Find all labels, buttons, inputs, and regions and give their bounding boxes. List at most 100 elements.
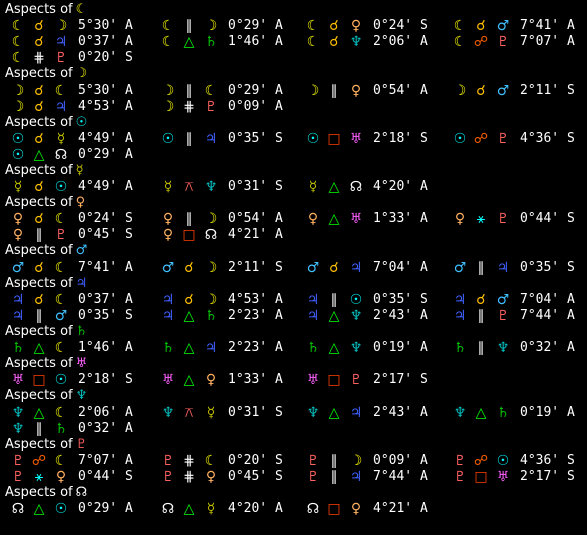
aspect-orb-value: 0°45' S (228, 469, 283, 484)
aspect-orb-value: 0°31' S (228, 179, 283, 194)
moon-icon: ☾ (161, 18, 175, 34)
aspect-orb-value: 5°30' A (78, 18, 133, 33)
moon-icon: ☽ (306, 83, 320, 99)
opposition-icon: ☍ (473, 131, 489, 147)
aspect-orb-value: 0°35' S (373, 292, 428, 307)
moon-icon: ☽ (161, 83, 175, 99)
saturn-icon: ♄ (11, 340, 25, 356)
conjunction-icon: ☌ (34, 83, 44, 99)
aspect-orb-value: 4°49' A (78, 179, 133, 194)
mars-icon: ♂ (75, 243, 88, 258)
venus-icon: ♀ (12, 211, 24, 227)
saturn-icon: ♄ (75, 324, 88, 339)
venus-icon: ♀ (307, 211, 319, 227)
aspect-orb-value: 1°33' A (228, 372, 283, 387)
parallel-icon: ∥ (477, 308, 485, 324)
aspect-orb-value: 0°45' S (78, 227, 133, 242)
parallel-icon: ∥ (330, 469, 338, 485)
jupiter-icon: ♃ (161, 292, 175, 308)
section-header-label: Aspects of (5, 324, 73, 339)
aspect-orb-value: 2°23' A (228, 308, 283, 323)
node-icon: ☊ (75, 485, 88, 500)
aspect-orb-value: 0°35' S (520, 260, 575, 275)
opposition-icon: ☍ (473, 34, 489, 50)
moon-icon: ☾ (11, 34, 25, 50)
conjunction-icon: ☌ (34, 34, 44, 50)
moon-icon: ☽ (11, 99, 25, 115)
square-icon: □ (327, 131, 341, 147)
venus-icon: ♀ (350, 18, 362, 34)
aspect-orb-value: 2°43' A (373, 308, 428, 323)
section-header-venus: Aspects of ♀ (5, 195, 85, 211)
parallel-icon: ∥ (477, 260, 485, 276)
mars-icon: ♂ (496, 18, 510, 34)
uranus-icon: ♅ (349, 211, 363, 227)
section-header-label: Aspects of (5, 115, 73, 130)
uranus-icon: ♅ (161, 372, 175, 388)
saturn-icon: ♄ (204, 308, 218, 324)
conjunction-icon: ☌ (184, 292, 194, 308)
sun-icon: ☉ (75, 115, 88, 130)
saturn-icon: ♄ (453, 340, 467, 356)
square-icon: □ (32, 372, 46, 388)
moon-icon: ☾ (453, 18, 467, 34)
aspect-orb-value: 2°23' A (228, 340, 283, 355)
conjunction-icon: ☌ (34, 260, 44, 276)
pluto-icon: ♇ (75, 437, 88, 452)
moon-icon: ☾ (306, 34, 320, 50)
aspect-orb-value: 4°21' A (228, 227, 283, 242)
venus-icon: ♀ (162, 227, 174, 243)
section-header-moon: Aspects of ☽ (5, 66, 87, 82)
contraparallel-icon: ⋕ (183, 99, 195, 115)
moon-icon: ☽ (204, 18, 218, 34)
aspect-orb-value: 0°54' A (228, 211, 283, 226)
mercury-icon: ☿ (163, 179, 173, 195)
aspect-orb-value: 0°24' S (373, 18, 428, 33)
aspect-orb-value: 4°20' A (373, 179, 428, 194)
aspect-orb-value: 0°29' A (78, 147, 133, 162)
quincunx-icon: ⚻ (184, 405, 194, 421)
section-header-sun: Aspects of ☉ (5, 115, 87, 131)
aspect-orb-value: 7°04' A (520, 292, 575, 307)
trine-icon: △ (183, 501, 195, 517)
mars-icon: ♂ (453, 260, 467, 276)
pluto-icon: ♇ (306, 453, 320, 469)
trine-icon: △ (33, 340, 45, 356)
neptune-icon: ♆ (349, 340, 363, 356)
parallel-icon: ∥ (477, 340, 485, 356)
mercury-icon: ☿ (206, 501, 216, 517)
aspect-orb-value: 0°35' S (78, 308, 133, 323)
section-header-label: Aspects of (5, 437, 73, 452)
aspect-orb-value: 1°46' A (78, 340, 133, 355)
pluto-icon: ♇ (496, 131, 510, 147)
jupiter-icon: ♃ (11, 292, 25, 308)
aspect-orb-value: 7°44' A (373, 469, 428, 484)
moon-icon: ☾ (306, 18, 320, 34)
aspect-orb-value: 7°07' A (520, 34, 575, 49)
saturn-icon: ♄ (54, 421, 68, 437)
jupiter-icon: ♃ (54, 99, 68, 115)
mercury-icon: ☿ (56, 131, 66, 147)
aspect-orb-value: 0°19' A (520, 405, 575, 420)
aspect-orb-value: 0°37' A (78, 34, 133, 49)
section-header-label: Aspects of (5, 66, 73, 81)
aspect-orb-value: 2°17' S (520, 469, 575, 484)
moon-icon: ☾ (54, 211, 68, 227)
jupiter-icon: ♃ (496, 260, 510, 276)
sun-icon: ☉ (11, 131, 25, 147)
parallel-icon: ∥ (185, 18, 193, 34)
aspect-orb-value: 7°41' A (520, 18, 575, 33)
section-header-label: Aspects of (5, 243, 73, 258)
pluto-icon: ♇ (161, 453, 175, 469)
parallel-icon: ∥ (330, 83, 338, 99)
conjunction-icon: ☌ (34, 179, 44, 195)
venus-icon: ♀ (12, 227, 24, 243)
pluto-icon: ♇ (54, 50, 68, 66)
aspect-orb-value: 0°37' A (78, 292, 133, 307)
sun-icon: ☉ (54, 501, 68, 517)
aspect-orb-value: 0°24' S (78, 211, 133, 226)
section-header-pluto: Aspects of ♇ (5, 437, 87, 453)
moon-icon: ☾ (75, 2, 88, 17)
moon-icon: ☽ (11, 83, 25, 99)
neptune-icon: ♆ (306, 405, 320, 421)
